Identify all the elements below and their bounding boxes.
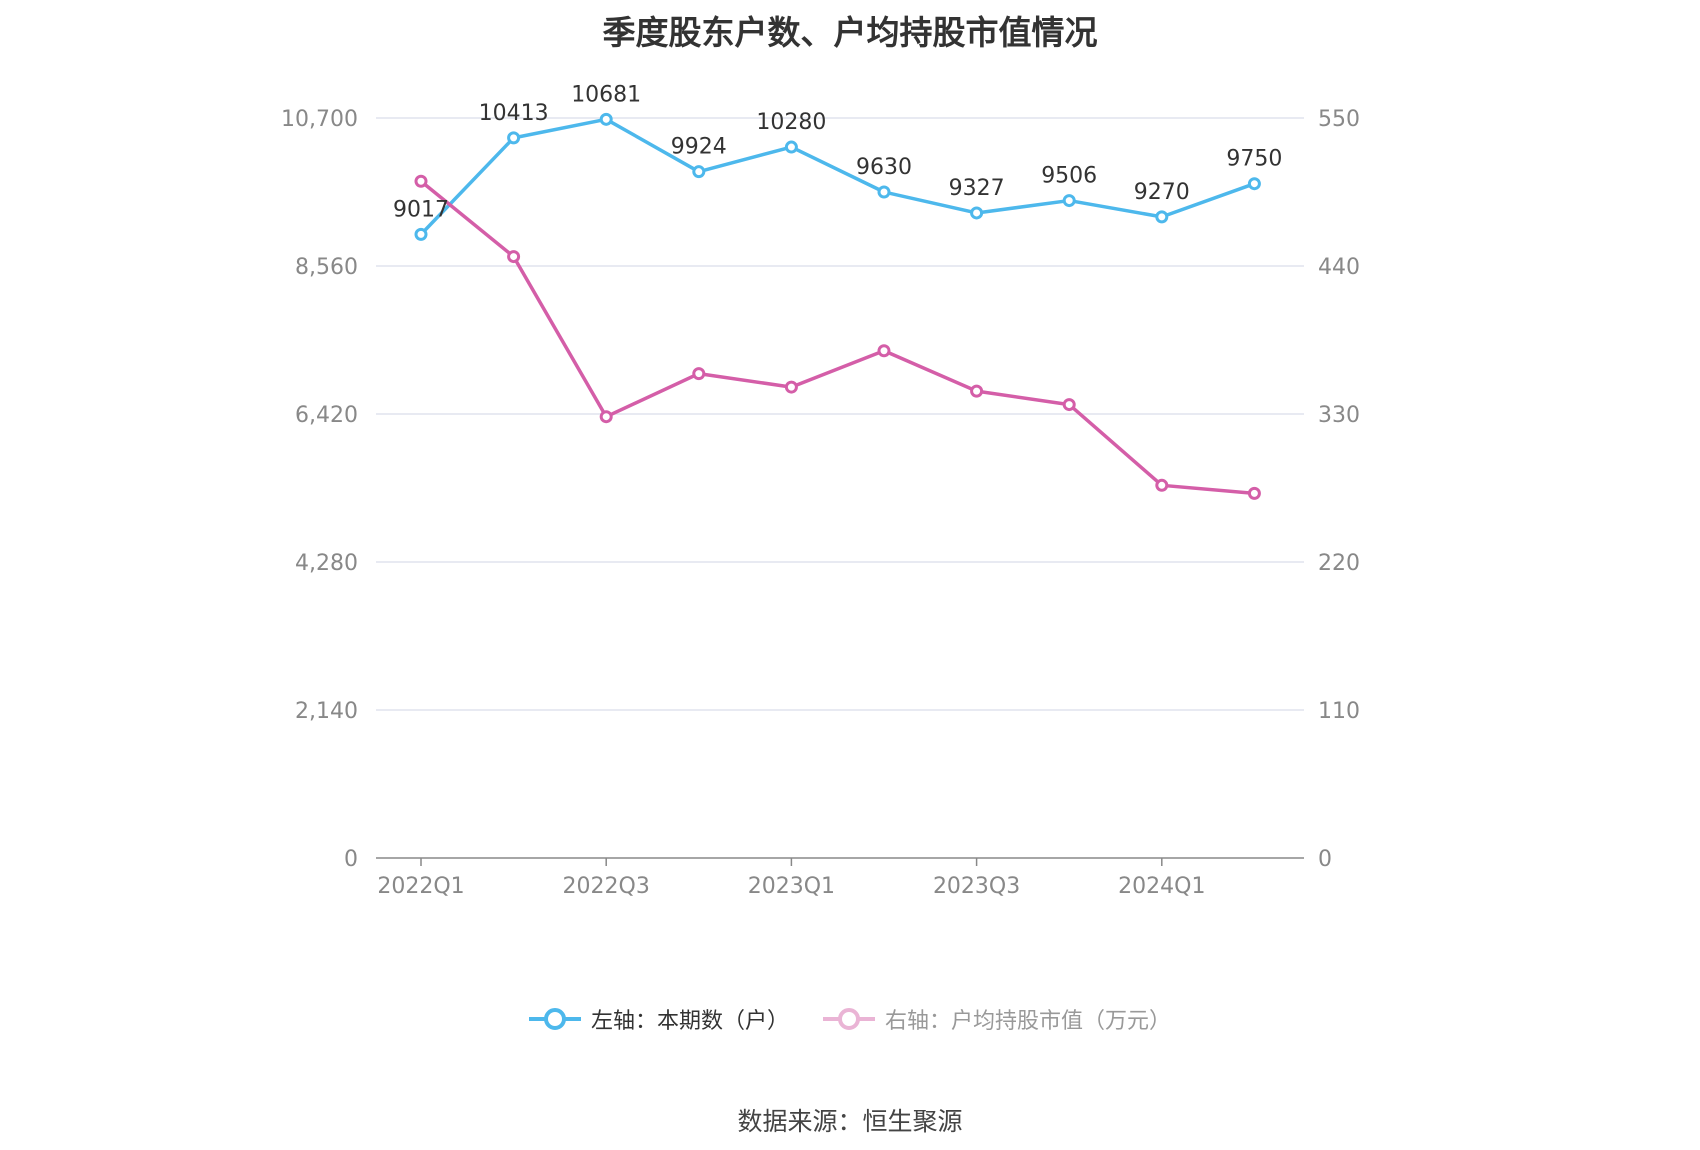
data-label: 9270 bbox=[1134, 180, 1190, 205]
series-line-right bbox=[419, 179, 1255, 496]
data-point-left bbox=[877, 185, 891, 199]
legend-marker-right-icon bbox=[823, 1008, 875, 1030]
data-point-left bbox=[692, 165, 706, 179]
data-label: 9750 bbox=[1226, 147, 1282, 172]
data-label: 9327 bbox=[949, 176, 1005, 201]
data-point-right bbox=[507, 250, 521, 264]
legend-item-left[interactable]: 左轴：本期数（户） bbox=[528, 1003, 789, 1035]
left-axis-tick-label: 2,140 bbox=[295, 699, 358, 724]
data-label: 10413 bbox=[479, 101, 549, 126]
data-point-right bbox=[599, 410, 613, 424]
data-point-left bbox=[507, 131, 521, 145]
data-point-left bbox=[1247, 177, 1261, 191]
data-point-left bbox=[599, 112, 613, 126]
left-axis-tick-label: 4,280 bbox=[295, 551, 358, 576]
data-point-right bbox=[784, 380, 798, 394]
data-point-right bbox=[1247, 486, 1261, 500]
left-axis-tick-label: 0 bbox=[344, 847, 358, 872]
data-point-right bbox=[692, 367, 706, 381]
series-line-left bbox=[419, 117, 1255, 236]
data-label: 9924 bbox=[671, 135, 727, 160]
data-point-left bbox=[1062, 194, 1076, 208]
axes: 0 0 2,140 110 4,280 220 6,420 330 8,560 440 10,700… bbox=[281, 107, 1360, 899]
legend-label-right: 右轴：户均持股市值（万元） bbox=[885, 1009, 1172, 1034]
x-axis-tick-label: 2022Q3 bbox=[563, 874, 650, 899]
left-axis-tick-label: 8,560 bbox=[295, 255, 358, 280]
data-label: 9630 bbox=[856, 155, 912, 180]
data-label: 10681 bbox=[571, 82, 641, 107]
right-axis-tick-label: 0 bbox=[1318, 847, 1332, 872]
x-axis-tick-label: 2022Q1 bbox=[377, 874, 464, 899]
data-point-left bbox=[414, 227, 428, 241]
data-point-left bbox=[970, 206, 984, 220]
data-label: 10280 bbox=[756, 110, 826, 135]
data-point-right bbox=[1155, 478, 1169, 492]
data-point-right bbox=[970, 384, 984, 398]
data-point-right bbox=[1062, 398, 1076, 412]
right-axis-tick-label: 440 bbox=[1318, 255, 1360, 280]
x-axis-tick-label: 2023Q1 bbox=[748, 874, 835, 899]
x-axis-tick-label: 2023Q3 bbox=[933, 874, 1020, 899]
data-source: 数据来源：恒生聚源 bbox=[737, 1107, 963, 1136]
data-point-right bbox=[877, 344, 891, 358]
legend-label-left: 左轴：本期数（户） bbox=[590, 1009, 789, 1034]
data-label: 9506 bbox=[1041, 164, 1097, 189]
data-point-left bbox=[1155, 210, 1169, 224]
grid-lines bbox=[376, 117, 1304, 711]
data-point-right bbox=[414, 174, 428, 188]
left-axis-tick-label: 10,700 bbox=[281, 107, 358, 132]
legend-marker-left-icon bbox=[528, 1008, 581, 1030]
series-lines bbox=[414, 112, 1261, 500]
right-axis-tick-label: 550 bbox=[1318, 107, 1360, 132]
right-axis-tick-label: 110 bbox=[1318, 699, 1360, 724]
legend: 左轴：本期数（户） 右轴：户均持股市值（万元） bbox=[0, 1003, 1700, 1035]
legend-item-right[interactable]: 右轴：户均持股市值（万元） bbox=[823, 1003, 1171, 1035]
data-label: 9017 bbox=[393, 197, 449, 222]
right-axis-tick-label: 330 bbox=[1318, 403, 1360, 428]
chart-title: 季度股东户数、户均持股市值情况 bbox=[602, 13, 1098, 52]
data-labels: 9017 10413 10681 9924 10280 9630 9327 9506 9270 9… bbox=[393, 82, 1282, 222]
right-axis-tick-label: 220 bbox=[1318, 551, 1360, 576]
left-axis-tick-label: 6,420 bbox=[295, 403, 358, 428]
data-point-left bbox=[784, 140, 798, 154]
x-axis-tick-label: 2024Q1 bbox=[1118, 874, 1205, 899]
